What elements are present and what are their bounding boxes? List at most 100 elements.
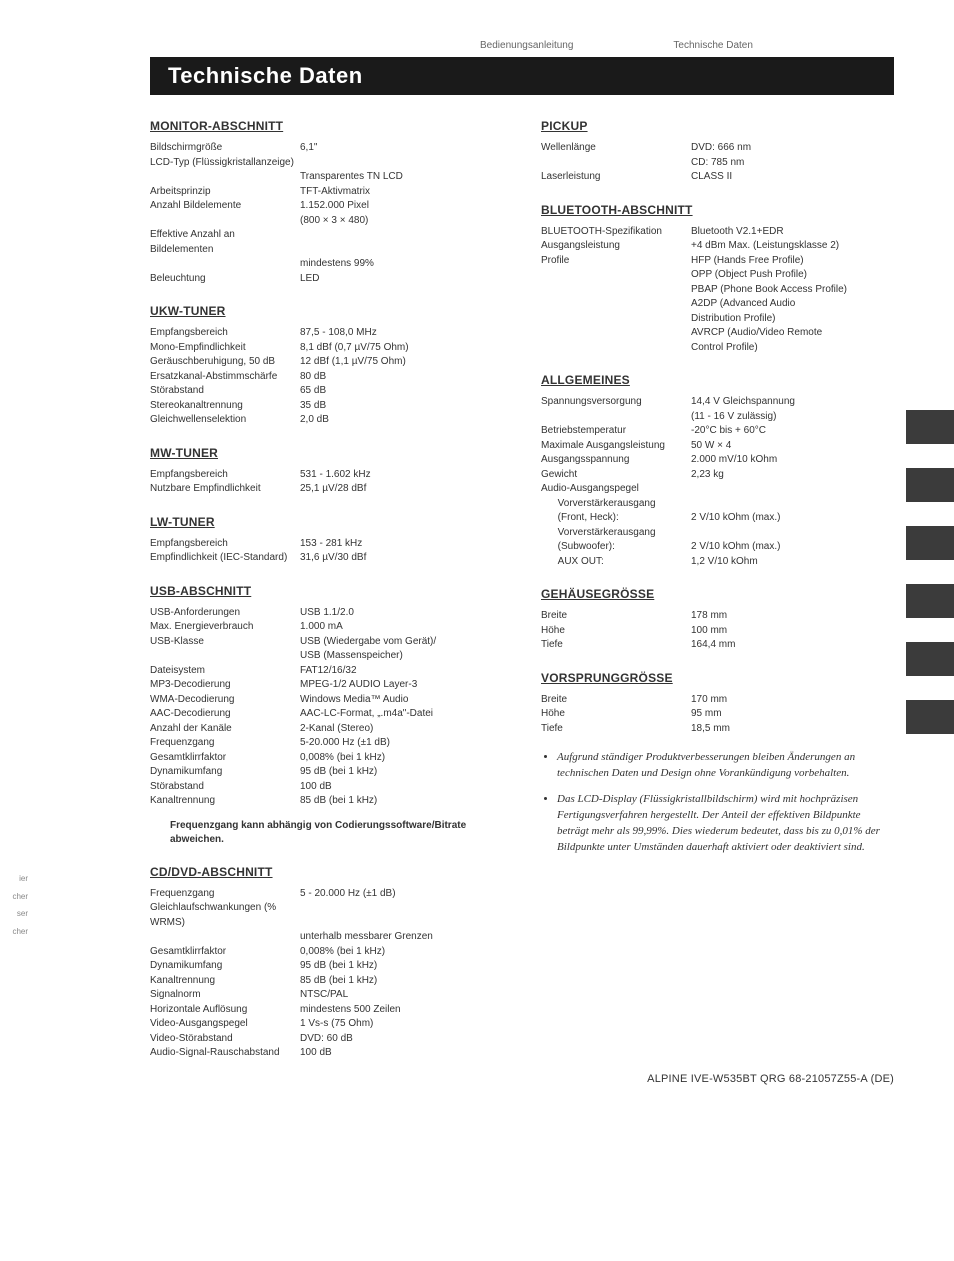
spec-label: (Front, Heck): — [541, 511, 691, 526]
spec-label: Maximale Ausgangsleistung — [541, 439, 691, 454]
spec-row: Geräuschberuhigung, 50 dB12 dBf (1,1 µV/… — [150, 355, 503, 370]
footer-text: ALPINE IVE-W535BT QRG 68-21057Z55-A (DE) — [647, 1073, 894, 1085]
spec-value: 31,6 µV/30 dBf — [300, 551, 503, 566]
spec-label: Empfangsbereich — [150, 537, 300, 552]
spec-row: Anzahl Bildelemente1.152.000 Pixel — [150, 199, 503, 214]
spec-row: OPP (Object Push Profile) — [541, 268, 894, 283]
footnote-item: Aufgrund ständiger Produktverbesserungen… — [557, 750, 894, 782]
spec-label: Kanaltrennung — [150, 974, 300, 989]
spec-value: CLASS II — [691, 170, 894, 185]
spec-value: DVD: 666 nm — [691, 141, 894, 156]
spec-label: Gesamtklirrfaktor — [150, 751, 300, 766]
spec-value: mindestens 500 Zeilen — [300, 1003, 503, 1018]
spec-value: 6,1" — [300, 141, 503, 156]
spec-value: unterhalb messbarer Grenzen — [300, 930, 503, 945]
spec-label: Arbeitsprinzip — [150, 185, 300, 200]
spec-row: USB (Massenspeicher) — [150, 649, 503, 664]
spec-row: Control Profile) — [541, 341, 894, 356]
spec-row: Mono-Empfindlichkeit8,1 dBf (0,7 µV/75 O… — [150, 341, 503, 356]
spec-row: Dynamikumfang95 dB (bei 1 kHz) — [150, 959, 503, 974]
spec-row: Empfangsbereich153 - 281 kHz — [150, 537, 503, 552]
spec-value: 5-20.000 Hz (±1 dB) — [300, 736, 503, 751]
spec-value: Bluetooth V2.1+EDR — [691, 225, 894, 240]
edge-tab — [906, 526, 954, 560]
spec-row: Tiefe164,4 mm — [541, 638, 894, 653]
spec-value: mindestens 99% — [300, 257, 503, 272]
spec-label: LCD-Typ (Flüssigkristallanzeige) — [150, 156, 300, 171]
spec-value: 14,4 V Gleichspannung — [691, 395, 894, 410]
spec-value: 170 mm — [691, 693, 894, 708]
spec-value: 50 W × 4 — [691, 439, 894, 454]
spec-label: Anzahl Bildelemente — [150, 199, 300, 214]
spec-value: AAC-LC-Format, „.m4a"-Datei — [300, 707, 503, 722]
spec-label: Horizontale Auflösung — [150, 1003, 300, 1018]
spec-row: Horizontale Auflösungmindestens 500 Zeil… — [150, 1003, 503, 1018]
spec-value: PBAP (Phone Book Access Profile) — [691, 283, 894, 298]
spec-label: USB-Klasse — [150, 635, 300, 650]
spec-value: 25,1 µV/28 dBf — [300, 482, 503, 497]
spec-value: 5 - 20.000 Hz (±1 dB) — [300, 887, 503, 902]
spec-value: 8,1 dBf (0,7 µV/75 Ohm) — [300, 341, 503, 356]
spec-label — [150, 649, 300, 664]
spec-row: Anzahl der Kanäle2-Kanal (Stereo) — [150, 722, 503, 737]
spec-row: Maximale Ausgangsleistung50 W × 4 — [541, 439, 894, 454]
spec-label — [541, 341, 691, 356]
spec-label — [541, 283, 691, 298]
spec-row: Distribution Profile) — [541, 312, 894, 327]
spec-value: 80 dB — [300, 370, 503, 385]
spec-label: Frequenzgang — [150, 736, 300, 751]
spec-row: LaserleistungCLASS II — [541, 170, 894, 185]
footnote-item: Das LCD-Display (Flüssigkristallbildschi… — [557, 792, 894, 856]
section-note: Frequenzgang kann abhängig von Codierung… — [170, 819, 503, 847]
spec-value: 153 - 281 kHz — [300, 537, 503, 552]
spec-value: 531 - 1.602 kHz — [300, 468, 503, 483]
spec-row: Gleichwellenselektion2,0 dB — [150, 413, 503, 428]
spec-label: Bildschirmgröße — [150, 141, 300, 156]
spec-row: WellenlängeDVD: 666 nm — [541, 141, 894, 156]
spec-label: Mono-Empfindlichkeit — [150, 341, 300, 356]
spec-row: AAC-DecodierungAAC-LC-Format, „.m4a"-Dat… — [150, 707, 503, 722]
spec-row: Gesamtklirrfaktor0,008% (bei 1 kHz) — [150, 751, 503, 766]
page-title: Technische Daten — [150, 57, 894, 95]
spec-row: Gesamtklirrfaktor0,008% (bei 1 kHz) — [150, 945, 503, 960]
spec-label: Höhe — [541, 707, 691, 722]
spec-label: Störabstand — [150, 780, 300, 795]
header-right: Technische Daten — [673, 40, 753, 51]
spec-row: Vorverstärkerausgang — [541, 497, 894, 512]
spec-label: Vorverstärkerausgang — [541, 526, 691, 541]
spec-label: Frequenzgang — [150, 887, 300, 902]
spec-row: Störabstand65 dB — [150, 384, 503, 399]
spec-value: 0,008% (bei 1 kHz) — [300, 751, 503, 766]
spec-value: 35 dB — [300, 399, 503, 414]
spec-value: TFT-Aktivmatrix — [300, 185, 503, 200]
spec-value: 1.000 mA — [300, 620, 503, 635]
spec-label: Tiefe — [541, 722, 691, 737]
spec-value: NTSC/PAL — [300, 988, 503, 1003]
spec-label: Ausgangsleistung — [541, 239, 691, 254]
edge-tab — [906, 642, 954, 676]
spec-row: Frequenzgang5 - 20.000 Hz (±1 dB) — [150, 887, 503, 902]
spec-value: 2,23 kg — [691, 468, 894, 483]
spec-label: Empfindlichkeit (IEC-Standard) — [150, 551, 300, 566]
spec-value: 164,4 mm — [691, 638, 894, 653]
spec-label: Dynamikumfang — [150, 765, 300, 780]
spec-row: PBAP (Phone Book Access Profile) — [541, 283, 894, 298]
spec-row: Störabstand100 dB — [150, 780, 503, 795]
spec-value: 1.152.000 Pixel — [300, 199, 503, 214]
section-heading: UKW-TUNER — [150, 304, 503, 318]
spec-label — [150, 170, 300, 185]
spec-row: AUX OUT:1,2 V/10 kOhm — [541, 555, 894, 570]
spec-row: Video-StörabstandDVD: 60 dB — [150, 1032, 503, 1047]
spec-value: 85 dB (bei 1 kHz) — [300, 974, 503, 989]
spec-row: CD: 785 nm — [541, 156, 894, 171]
spec-label — [541, 312, 691, 327]
spec-label: Stereokanaltrennung — [150, 399, 300, 414]
spec-label — [541, 410, 691, 425]
spec-label: Störabstand — [150, 384, 300, 399]
spec-label: Audio-Ausgangspegel — [541, 482, 691, 497]
edge-tab — [906, 468, 954, 502]
spec-row: Gleichlaufschwankungen (% WRMS) — [150, 901, 503, 930]
spec-value: DVD: 60 dB — [300, 1032, 503, 1047]
spec-row: Betriebstemperatur-20°C bis + 60°C — [541, 424, 894, 439]
spec-label: MP3-Decodierung — [150, 678, 300, 693]
